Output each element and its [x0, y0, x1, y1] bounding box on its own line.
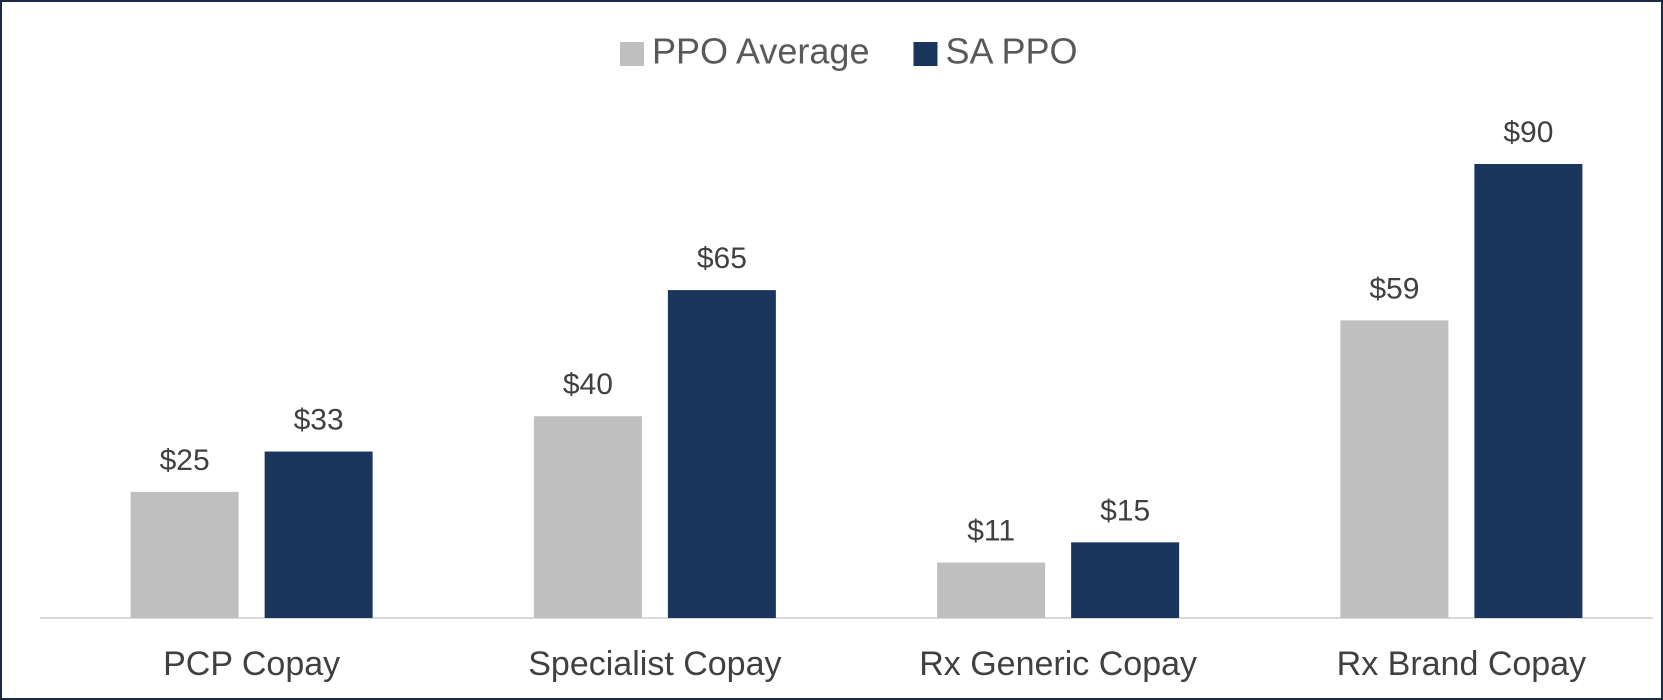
value-label: $25: [160, 444, 210, 477]
bar: [1474, 164, 1583, 618]
value-label: $11: [967, 514, 1015, 547]
bar: [1071, 542, 1180, 618]
value-label: $15: [1100, 494, 1150, 527]
bar: [937, 562, 1046, 618]
value-label: $59: [1369, 272, 1419, 305]
x-tick-label: PCP Copay: [163, 645, 340, 683]
bar: [264, 451, 373, 618]
legend-swatch: [620, 42, 644, 66]
bar: [130, 491, 239, 618]
value-label: $40: [563, 368, 613, 401]
value-label: $90: [1503, 116, 1553, 149]
legend: PPO Average SA PPO: [620, 31, 1078, 72]
x-tick-label: Rx Brand Copay: [1337, 645, 1586, 683]
value-label: $33: [294, 403, 344, 436]
legend-swatch: [913, 42, 938, 66]
x-tick-label: Specialist Copay: [528, 645, 781, 683]
bar: [1340, 320, 1449, 618]
bar: [667, 290, 776, 618]
legend-label: SA PPO: [945, 31, 1077, 72]
value-label: $65: [697, 242, 747, 275]
bar: [533, 416, 642, 618]
legend-label: PPO Average: [652, 31, 869, 72]
x-tick-label: Rx Generic Copay: [919, 645, 1197, 683]
